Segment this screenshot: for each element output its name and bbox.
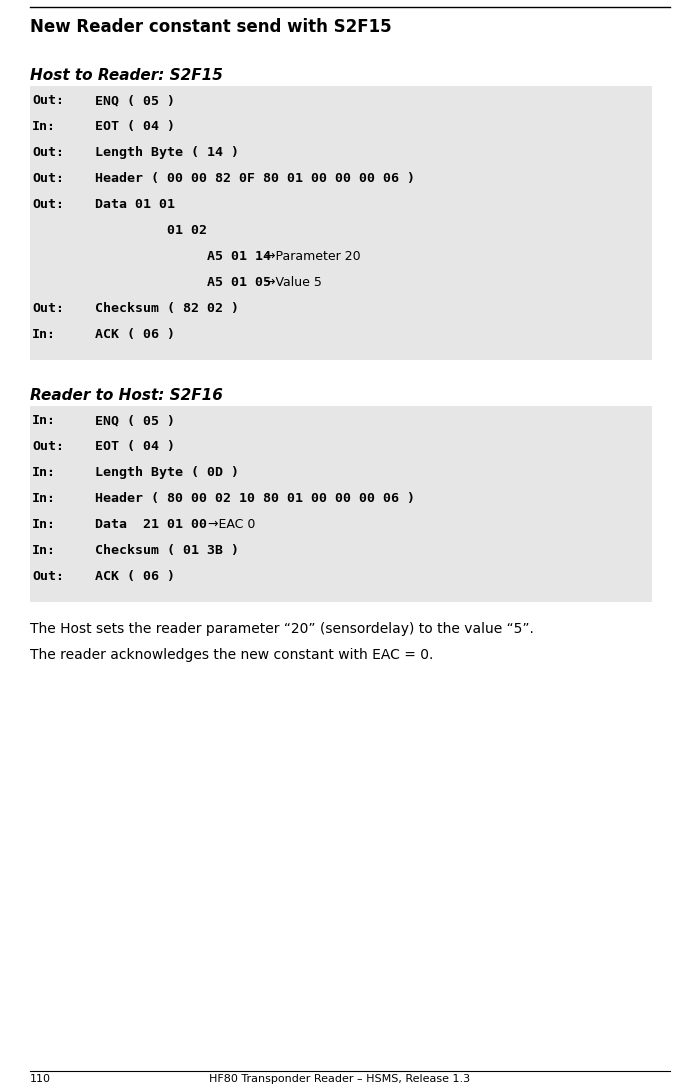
Text: In:: In:: [32, 544, 56, 558]
Text: Out:: Out:: [32, 146, 64, 159]
Text: Checksum ( 01 3B ): Checksum ( 01 3B ): [95, 544, 239, 558]
Text: The reader acknowledges the new constant with EAC = 0.: The reader acknowledges the new constant…: [30, 648, 433, 662]
Text: In:: In:: [32, 518, 56, 531]
Text: Checksum ( 82 02 ): Checksum ( 82 02 ): [95, 302, 239, 315]
Text: ACK ( 06 ): ACK ( 06 ): [95, 570, 175, 583]
Text: ACK ( 06 ): ACK ( 06 ): [95, 328, 175, 341]
Text: Out:: Out:: [32, 302, 64, 315]
Text: In:: In:: [32, 328, 56, 341]
Text: Host to Reader: S2F15: Host to Reader: S2F15: [30, 68, 223, 83]
Text: EOT ( 04 ): EOT ( 04 ): [95, 120, 175, 133]
Text: Out:: Out:: [32, 197, 64, 211]
Text: Length Byte ( 0D ): Length Byte ( 0D ): [95, 466, 239, 479]
Text: A5 01 14: A5 01 14: [95, 250, 271, 263]
Text: In:: In:: [32, 466, 56, 479]
Text: Data  21 01 00: Data 21 01 00: [95, 518, 207, 531]
Text: Out:: Out:: [32, 172, 64, 185]
Text: →Parameter 20: →Parameter 20: [265, 250, 361, 263]
Text: ENQ ( 05 ): ENQ ( 05 ): [95, 413, 175, 427]
Text: In:: In:: [32, 413, 56, 427]
Text: →EAC 0: →EAC 0: [208, 518, 255, 531]
Text: ENQ ( 05 ): ENQ ( 05 ): [95, 94, 175, 107]
Text: Out:: Out:: [32, 570, 64, 583]
Text: In:: In:: [32, 492, 56, 505]
Text: Length Byte ( 14 ): Length Byte ( 14 ): [95, 146, 239, 159]
Text: The Host sets the reader parameter “20” (sensordelay) to the value “5”.: The Host sets the reader parameter “20” …: [30, 622, 534, 636]
Text: →Value 5: →Value 5: [265, 276, 322, 289]
Text: Out:: Out:: [32, 94, 64, 107]
Text: 01 02: 01 02: [95, 224, 207, 237]
Text: EOT ( 04 ): EOT ( 04 ): [95, 440, 175, 453]
Text: Data 01 01: Data 01 01: [95, 197, 175, 211]
Text: In:: In:: [32, 120, 56, 133]
Text: 110: 110: [30, 1074, 51, 1084]
Bar: [30, 406, 652, 602]
Text: Reader to Host: S2F16: Reader to Host: S2F16: [30, 388, 223, 403]
Text: Header ( 00 00 82 0F 80 01 00 00 00 06 ): Header ( 00 00 82 0F 80 01 00 00 00 06 ): [95, 172, 415, 185]
Text: HF80 Transponder Reader – HSMS, Release 1.3: HF80 Transponder Reader – HSMS, Release …: [209, 1074, 471, 1084]
Text: Header ( 80 00 02 10 80 01 00 00 00 06 ): Header ( 80 00 02 10 80 01 00 00 00 06 ): [95, 492, 415, 505]
Text: New Reader constant send with S2F15: New Reader constant send with S2F15: [30, 17, 392, 36]
Text: Out:: Out:: [32, 440, 64, 453]
Bar: [30, 86, 652, 360]
Text: A5 01 05: A5 01 05: [95, 276, 271, 289]
